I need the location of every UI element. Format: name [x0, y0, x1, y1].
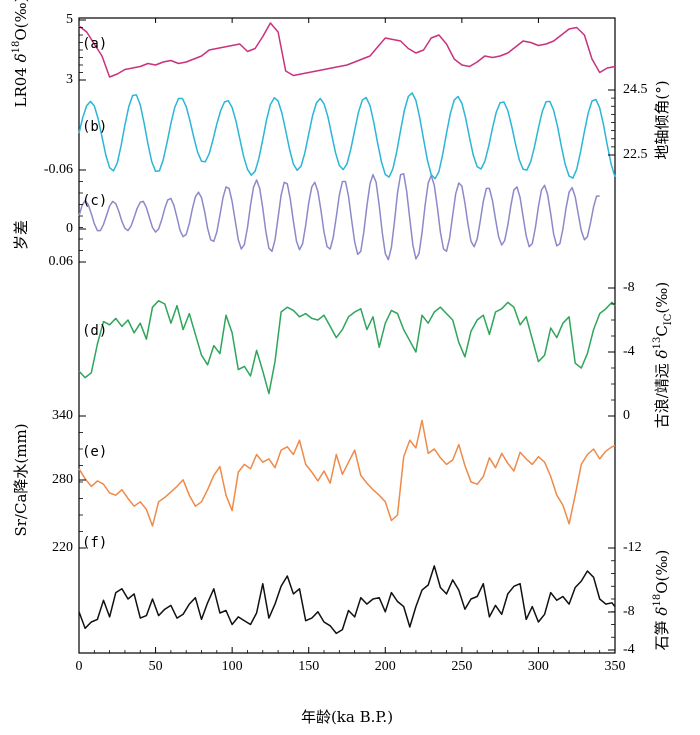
y-tick-label: 22.5 [623, 147, 648, 162]
y-tick-label: -8 [623, 604, 635, 619]
panel-letter-1: (a) [82, 36, 107, 52]
series-line-3 [78, 173, 600, 261]
y-axis-title-part: δ [653, 607, 671, 616]
y-axis-title-part: 岁差 [12, 220, 30, 250]
y-axis-title-1: LR04 δ18O(‰) [11, 0, 30, 108]
y-axis-title-part: 18 [11, 41, 22, 54]
x-tick-label: 300 [528, 659, 549, 674]
x-tick-label: 150 [298, 659, 319, 674]
panel-letter-4: (d) [82, 323, 107, 339]
y-tick-label: 220 [52, 540, 73, 555]
y-axis-title-part: C [653, 325, 671, 336]
series-line-5 [78, 419, 616, 527]
series-line-4 [78, 300, 616, 395]
panel-letter-2: (b) [82, 119, 107, 135]
y-tick-label: -4 [623, 344, 635, 359]
y-axis-title-part: O(‰) [12, 0, 30, 41]
y-tick-label: 0.06 [49, 254, 74, 269]
y-axis-title-part: 13 [652, 337, 663, 350]
x-axis-title: 年龄(ka B.P.) [301, 708, 393, 726]
x-tick-label: 350 [605, 659, 626, 674]
y-tick-label: 5 [66, 12, 73, 27]
y-tick-label: 340 [52, 408, 73, 423]
y-axis-title-6: 石笋 δ18O(‰) [652, 550, 671, 651]
y-axis-title-part: δ [653, 349, 671, 358]
x-tick-label: 0 [76, 659, 83, 674]
y-axis-title-part: Sr/Ca降水(mm) [12, 423, 30, 536]
y-axis-title-part: O(‰) [653, 550, 671, 594]
y-axis-title-3: 岁差 [12, 220, 30, 250]
y-tick-label: 3 [66, 72, 73, 87]
y-axis-title-2: 地轴倾角(°) [653, 80, 671, 159]
y-tick-label: 24.5 [623, 82, 648, 97]
series-line-1 [78, 22, 616, 78]
y-tick-label: 280 [52, 472, 73, 487]
panel-letter-3: (c) [82, 193, 107, 209]
x-tick-label: 250 [451, 659, 472, 674]
y-tick-label: -0.06 [44, 162, 73, 177]
y-tick-label: -4 [623, 642, 635, 657]
x-tick-label: 200 [375, 659, 396, 674]
y-axis-title-part: LR04 [12, 62, 30, 107]
y-tick-label: -12 [623, 540, 642, 555]
y-tick-label: 0 [623, 408, 630, 423]
panel-letter-5: (e) [82, 444, 107, 460]
y-tick-label: 0 [66, 221, 73, 236]
y-axis-title-4: 古浪/靖远 δ13CIC(‰) [652, 282, 674, 429]
y-axis-title-5: Sr/Ca降水(mm) [12, 423, 30, 536]
y-axis-title-part: 地轴倾角(°) [653, 80, 671, 159]
y-axis-title-part: (‰) [653, 282, 671, 314]
panel-letter-6: (f) [82, 535, 107, 551]
x-tick-label: 100 [222, 659, 243, 674]
series-line-6 [78, 565, 616, 635]
plot-frame [78, 17, 616, 654]
y-axis-title-part: IC [663, 313, 674, 325]
series-line-2 [78, 92, 616, 180]
y-axis-title-part: δ [12, 53, 30, 62]
y-axis-title-part: 古浪/靖远 [653, 358, 671, 428]
x-tick-label: 50 [149, 659, 163, 674]
y-axis-title-part: 18 [652, 594, 663, 607]
y-axis-title-part: 石笋 [653, 616, 671, 651]
y-tick-label: -8 [623, 280, 635, 295]
